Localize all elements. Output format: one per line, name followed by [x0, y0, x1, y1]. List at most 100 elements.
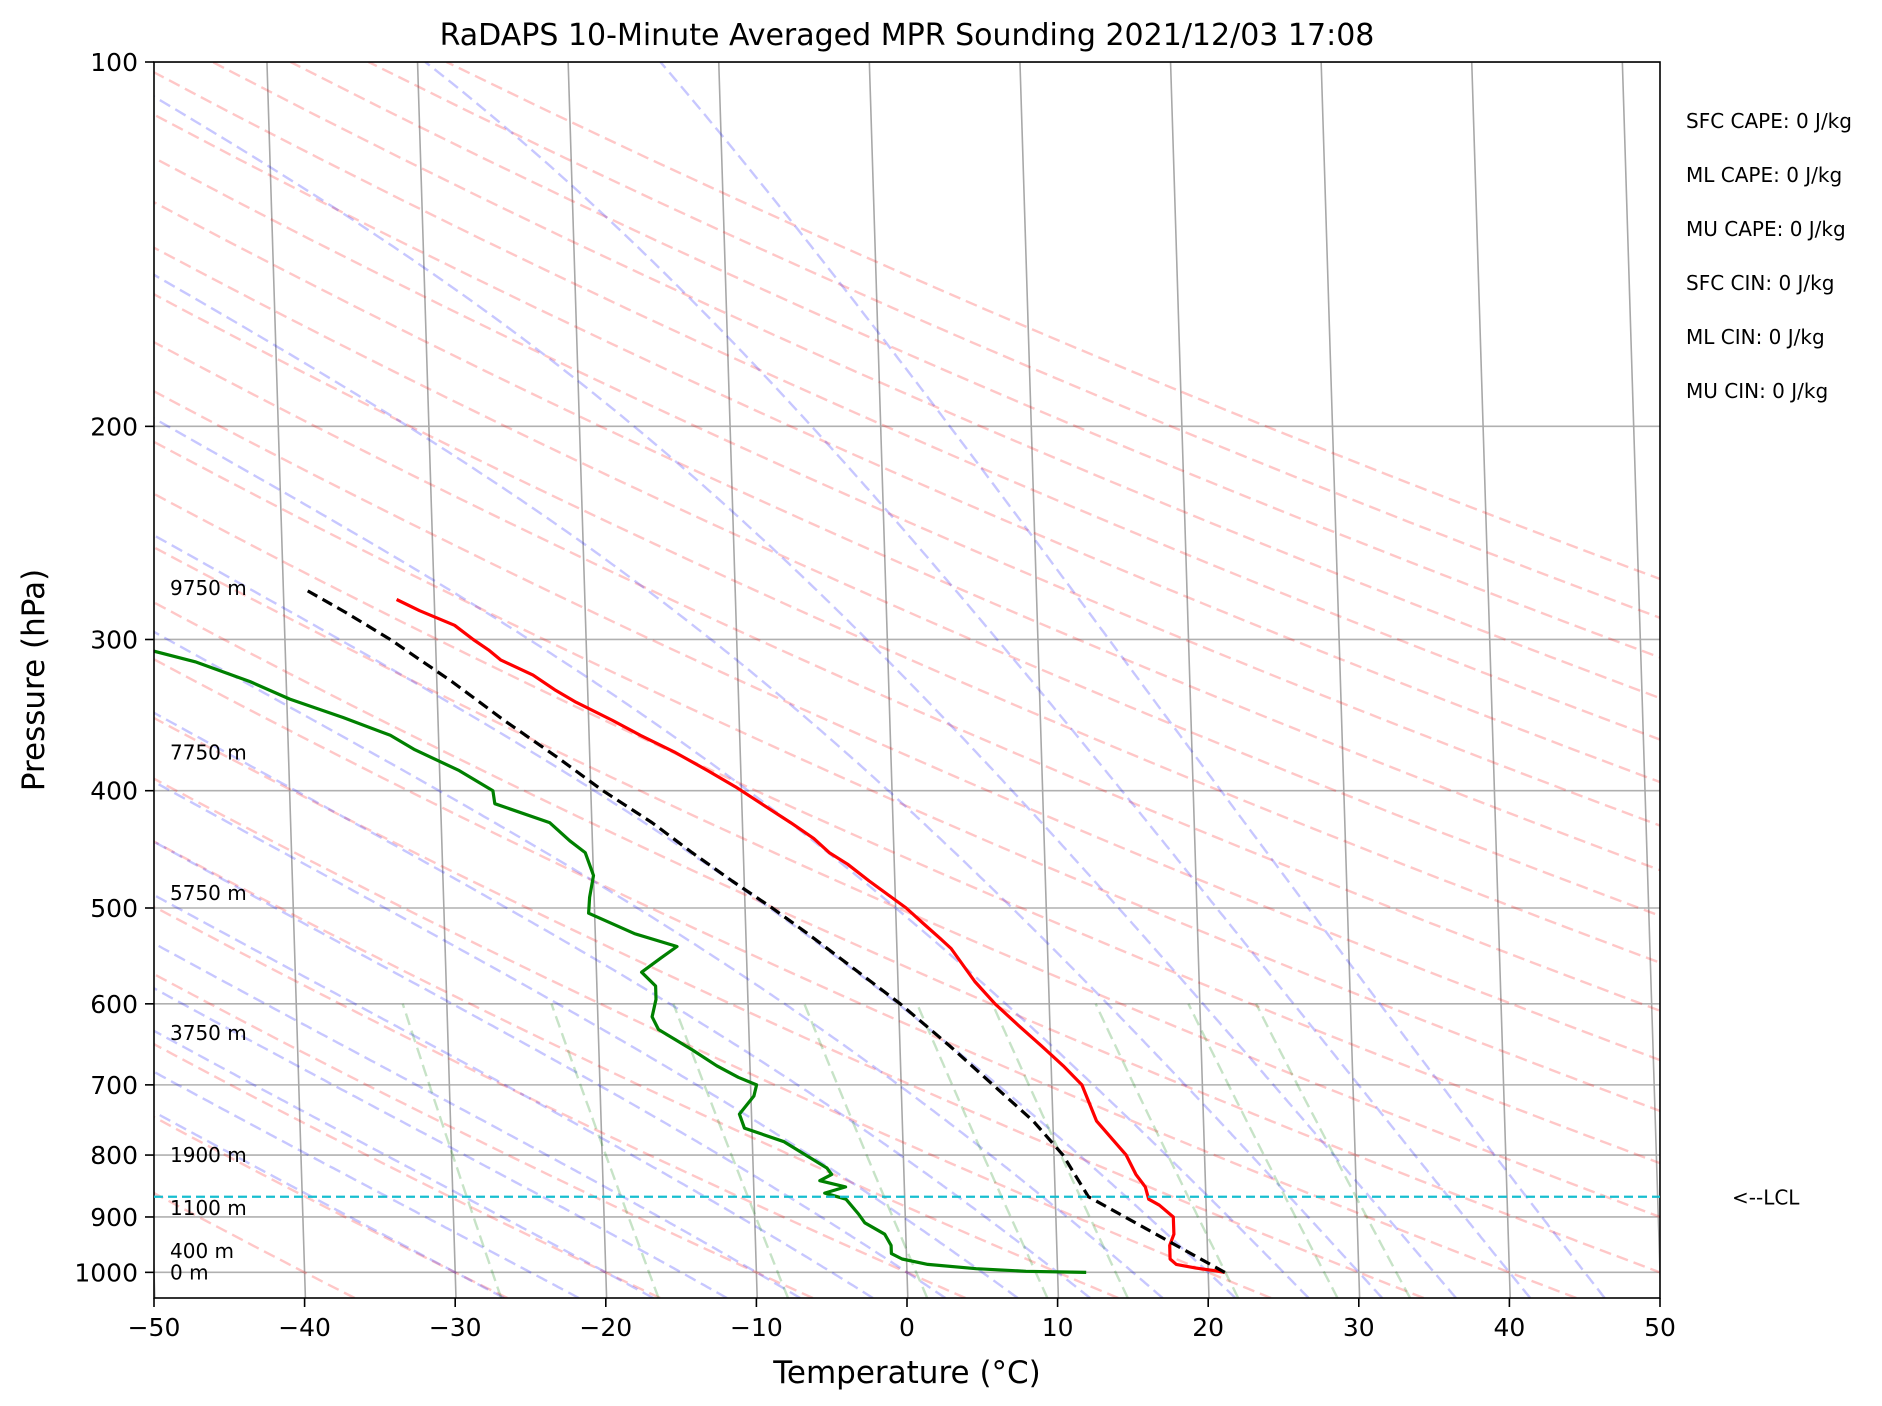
x-axis-label: Temperature (°C) — [772, 1355, 1041, 1391]
x-tick-label: 30 — [1343, 1313, 1375, 1342]
height-label: 5750 m — [170, 881, 247, 905]
dry-adiabat-line — [289, 62, 1660, 659]
dewpoint-profile — [154, 649, 1087, 1274]
isotherm-line — [717, 62, 758, 1298]
isotherm-line — [1169, 62, 1210, 1298]
y-tick-label: 600 — [90, 990, 138, 1019]
stat-text: MU CAPE: 0 J/kg — [1686, 217, 1846, 241]
isotherm-line — [1019, 62, 1060, 1298]
dry-adiabat-line — [154, 389, 1660, 1062]
height-label: 1100 m — [170, 1196, 247, 1220]
dry-adiabat-line — [154, 972, 814, 1298]
dry-adiabat-line — [211, 62, 1660, 700]
reference-lines — [0, 62, 1811, 1298]
x-tick-label: 20 — [1192, 1313, 1224, 1342]
y-tick-label: 800 — [90, 1141, 138, 1170]
chart-title: RaDAPS 10-Minute Averaged MPR Sounding 2… — [440, 18, 1375, 53]
isotherm-line — [0, 62, 4, 1298]
parcel-profile — [305, 588, 1226, 1274]
dry-adiabat-line — [367, 62, 1660, 620]
x-tick-label: −50 — [128, 1313, 181, 1342]
moist-adiabat-line — [154, 1029, 654, 1298]
y-axis: 100 200 300 400 500 600 700 800 900 1000 — [74, 48, 154, 1287]
x-tick-label: 40 — [1493, 1313, 1525, 1342]
dry-adiabat-line — [154, 657, 1577, 1298]
dry-adiabat-line — [154, 156, 1660, 827]
x-tick-label: 10 — [1042, 1313, 1074, 1342]
dry-adiabat-line — [154, 200, 1660, 872]
isotherm-line — [868, 62, 909, 1298]
y-tick-label: 500 — [90, 894, 138, 923]
moist-adiabat-line — [154, 942, 801, 1298]
x-tick-label: 0 — [899, 1313, 915, 1342]
isotherm-line — [1320, 62, 1361, 1298]
height-label: 9750 m — [170, 576, 247, 600]
mixing-ratio-line — [991, 1003, 1129, 1298]
y-tick-label: 700 — [90, 1071, 138, 1100]
height-label: 7750 m — [170, 741, 247, 765]
mixing-ratio-line — [1187, 1003, 1339, 1298]
mixing-ratio-line — [803, 1003, 929, 1298]
height-label: 1900 m — [170, 1143, 247, 1167]
stat-text: MU CIN: 0 J/kg — [1686, 379, 1828, 403]
stat-text: SFC CAPE: 0 J/kg — [1686, 109, 1852, 133]
isotherm-line — [1621, 62, 1660, 1298]
moist-adiabat-line — [154, 533, 1237, 1298]
moist-adiabat-line — [154, 95, 1457, 1298]
isotherm-line — [567, 62, 608, 1298]
mixing-ratio-line — [672, 1003, 790, 1298]
moist-adiabat-line — [154, 893, 874, 1298]
mixing-ratio-line — [550, 1003, 660, 1298]
dry-adiabat-line — [154, 292, 1660, 964]
dry-adiabat-line — [154, 340, 1660, 1012]
plot-frame — [153, 61, 1661, 1299]
stat-text: ML CIN: 0 J/kg — [1686, 325, 1825, 349]
moist-adiabat-line — [154, 711, 1091, 1298]
y-tick-label: 1000 — [74, 1258, 138, 1287]
dry-adiabat-line — [154, 545, 1660, 1219]
height-label: 400 m — [170, 1239, 234, 1263]
y-tick-label: 300 — [90, 625, 138, 654]
dry-adiabat-line — [154, 440, 1660, 1113]
dry-adiabat-line — [154, 601, 1660, 1274]
moist-adiabat-line — [154, 1110, 505, 1298]
mixing-ratio-line — [1255, 1003, 1412, 1298]
x-tick-label: −30 — [429, 1313, 482, 1342]
temperature-profile — [395, 598, 1226, 1274]
sounding-profiles — [154, 588, 1226, 1274]
dry-adiabat-line — [154, 70, 1660, 741]
dry-adiabat-line — [154, 1042, 661, 1298]
stat-text: SFC CIN: 0 J/kg — [1686, 271, 1834, 295]
dry-adiabat-line — [154, 113, 1660, 784]
x-tick-label: −40 — [278, 1313, 331, 1342]
y-tick-label: 200 — [90, 412, 138, 441]
height-label: 0 m — [170, 1260, 209, 1284]
x-axis: −50 −40 −30 −20 −10 0 10 20 30 40 50 — [128, 1298, 1676, 1342]
moist-adiabat-line — [154, 780, 1019, 1298]
isotherm-line — [1773, 62, 1811, 1298]
dry-adiabat-line — [154, 1191, 356, 1298]
height-label: 3750 m — [170, 1021, 247, 1045]
y-axis-label: Pressure (hPa) — [16, 569, 52, 791]
dry-adiabat-line — [154, 1115, 508, 1298]
stat-text: ML CAPE: 0 J/kg — [1686, 163, 1842, 187]
lcl-label: <--LCL — [1732, 1186, 1800, 1210]
moist-adiabat-line — [424, 62, 1532, 1298]
x-tick-label: 50 — [1644, 1313, 1676, 1342]
moist-adiabat-line — [154, 1070, 580, 1298]
isotherm-line — [154, 1246, 156, 1298]
moist-adiabat-line — [154, 273, 1384, 1298]
dry-adiabat-line — [154, 840, 1119, 1298]
isotherm-line — [266, 62, 307, 1298]
dry-adiabat-line — [445, 62, 1660, 581]
moist-adiabat-line — [154, 840, 947, 1298]
mixing-ratio-line — [401, 1003, 503, 1298]
moist-adiabat-line — [154, 630, 1164, 1298]
moist-adiabat-line — [154, 416, 1310, 1298]
mixing-ratio-line — [1094, 1003, 1240, 1298]
dry-adiabat-line — [154, 905, 966, 1298]
x-tick-label: −20 — [579, 1313, 632, 1342]
stability-indices: SFC CAPE: 0 J/kg ML CAPE: 0 J/kg MU CAPE: … — [1686, 109, 1852, 403]
